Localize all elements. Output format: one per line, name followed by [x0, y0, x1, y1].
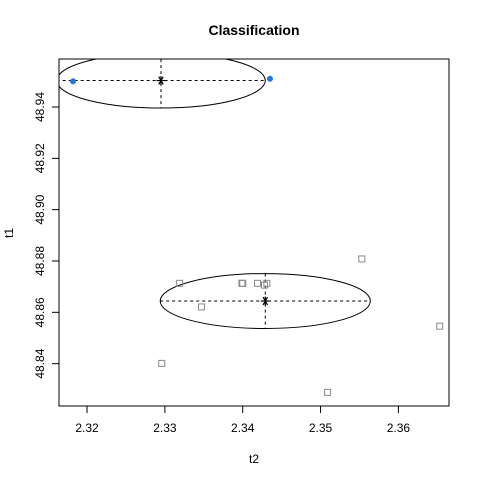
- x-tick-label: 2.36: [387, 421, 411, 435]
- plot-frame: [58, 58, 450, 407]
- y-axis-label: t1: [2, 228, 16, 238]
- y-tick-label: 48.90: [33, 194, 47, 224]
- class-center-marker: [260, 296, 270, 306]
- data-point: [263, 279, 271, 287]
- y-tick-label: 48.84: [33, 348, 47, 378]
- x-tick-label: 2.32: [75, 421, 99, 435]
- data-point: [239, 279, 247, 287]
- data-point: [197, 303, 205, 311]
- y-tick-label: 48.86: [33, 297, 47, 327]
- data-point: [69, 78, 77, 85]
- x-tick-label: 2.33: [153, 421, 177, 435]
- plot-area: [59, 59, 444, 396]
- x-axis-label: t2: [249, 452, 259, 466]
- y-tick-label: 48.92: [33, 143, 47, 173]
- data-point: [261, 281, 269, 289]
- y-tick-label: 48.94: [33, 92, 47, 122]
- data-point: [324, 388, 332, 396]
- data-point: [254, 279, 262, 287]
- data-point: [358, 255, 366, 263]
- chart-title: Classification: [208, 22, 299, 38]
- plot-marks: [59, 59, 444, 396]
- data-point: [436, 322, 444, 330]
- y-tick-label: 48.88: [33, 246, 47, 276]
- x-axis: 2.32 2.33 2.34 2.35 2.36: [75, 406, 410, 435]
- class-ellipse: [59, 59, 266, 109]
- data-point: [158, 359, 166, 367]
- data-point: [176, 279, 184, 287]
- data-point: [266, 75, 274, 82]
- y-axis: 48.84 48.86 48.88 48.90 48.92 48.94: [33, 92, 59, 379]
- x-tick-label: 2.35: [309, 421, 333, 435]
- x-tick-label: 2.34: [231, 421, 255, 435]
- class-center-marker: [156, 76, 166, 86]
